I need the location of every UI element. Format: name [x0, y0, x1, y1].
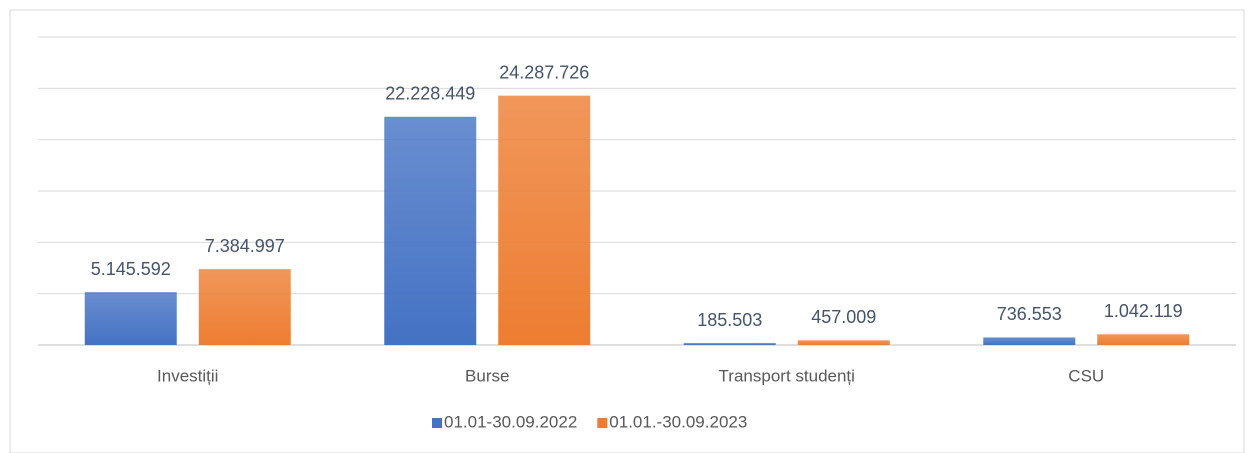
value-label: 185.503 [697, 310, 762, 330]
x-tick-label: CSU [1068, 366, 1104, 385]
value-label: 457.009 [811, 307, 876, 327]
chart-frame [9, 9, 1245, 453]
bar [1097, 334, 1190, 345]
bar [498, 95, 591, 345]
value-label: 7.384.997 [205, 236, 285, 256]
value-label: 736.553 [997, 304, 1062, 324]
legend-swatch [597, 418, 608, 428]
bar [384, 116, 477, 345]
x-tick-label: Transport studenți [719, 366, 855, 385]
legend-swatch [432, 418, 442, 428]
value-label: 24.287.726 [499, 62, 589, 82]
bar [797, 340, 890, 345]
legend-label: 01.01-30.09.2022 [444, 412, 577, 431]
value-label: 1.042.119 [1104, 301, 1183, 321]
bar [983, 337, 1076, 345]
x-tick-label: Burse [465, 366, 509, 385]
bar [84, 292, 177, 345]
value-label: 5.145.592 [91, 259, 171, 279]
x-tick-label: Investiții [157, 366, 218, 385]
value-label: 22.228.449 [385, 84, 475, 104]
bar [198, 269, 291, 345]
legend-label: 01.01.-30.09.2023 [609, 412, 747, 431]
bar [683, 343, 776, 345]
